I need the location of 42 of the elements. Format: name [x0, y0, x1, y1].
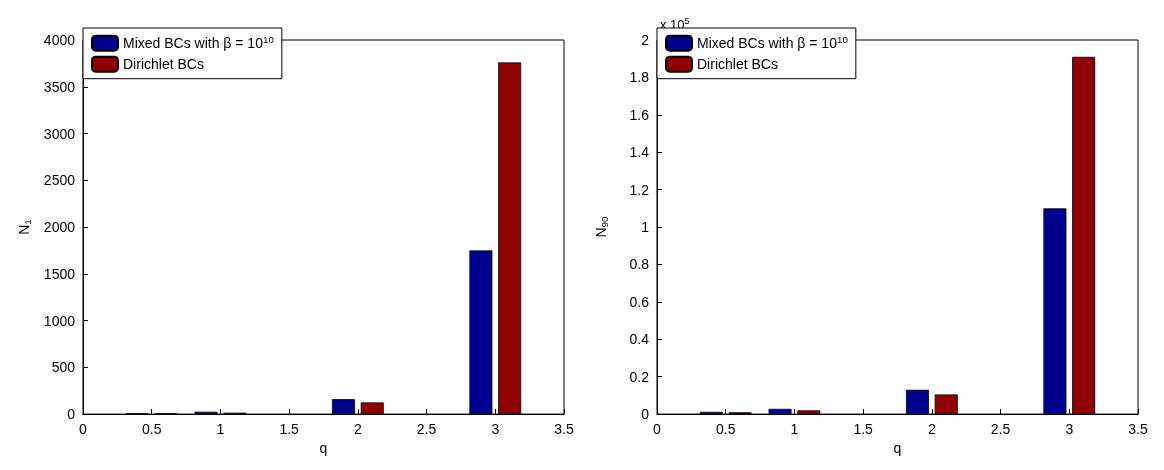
x-tick-label: 3 — [1065, 421, 1074, 438]
x-tick-label: 0 — [79, 421, 88, 438]
x-tick-label: 3 — [491, 421, 500, 438]
y-tick-label: 1000 — [43, 312, 76, 329]
x-tick-label: 0 — [653, 421, 662, 438]
y-tick-label: 0.6 — [629, 293, 650, 310]
y-tick-label: 3000 — [43, 125, 76, 142]
x-tick-label: 1 — [790, 421, 799, 438]
y-tick-label: 1.2 — [629, 181, 650, 198]
y-tick-label: 1 — [641, 219, 650, 236]
x-tick-label: 2.5 — [990, 421, 1011, 438]
x-tick-label: 0.5 — [141, 421, 162, 438]
y-tick-label: 0.4 — [629, 331, 650, 348]
y-tick-label: 2 — [641, 32, 650, 48]
y-tick-label: 3500 — [43, 78, 76, 95]
y-tick-label: 0.2 — [629, 368, 650, 385]
x-tick-label: 1 — [216, 421, 225, 438]
y-tick-label: 1.6 — [629, 106, 650, 123]
y-axis-title: N90 — [592, 216, 610, 238]
legend-label: Dirichlet BCs — [123, 56, 204, 73]
y-tick-label: 0 — [67, 406, 76, 423]
x-tick-label: 1.5 — [853, 421, 874, 438]
y-axis-title: N1 — [16, 219, 34, 235]
x-tick-label: 2 — [353, 421, 362, 438]
x-tick-label: 3.5 — [554, 421, 574, 438]
y-tick-label: 0.8 — [629, 256, 650, 273]
x-tick-label: 0.5 — [715, 421, 736, 438]
y-tick-label: 4000 — [43, 32, 76, 48]
x-tick-label: 3.5 — [1128, 421, 1148, 438]
x-tick-label: 2 — [927, 421, 936, 438]
y-tick-label: 500 — [51, 359, 76, 376]
legend-label: Dirichlet BCs — [697, 56, 778, 73]
x-axis-title: q — [319, 440, 328, 456]
y-tick-label: 0 — [641, 406, 650, 423]
x-tick-label: 1.5 — [279, 421, 300, 438]
x-tick-label: 2.5 — [416, 421, 437, 438]
x-axis-title: q — [893, 440, 902, 456]
y-tick-label: 1.4 — [629, 144, 650, 161]
y-tick-label: 2000 — [43, 219, 76, 236]
y-tick-label: 1500 — [43, 265, 76, 282]
y-tick-label: 1.8 — [629, 69, 650, 86]
y-tick-label: 2500 — [43, 172, 76, 189]
